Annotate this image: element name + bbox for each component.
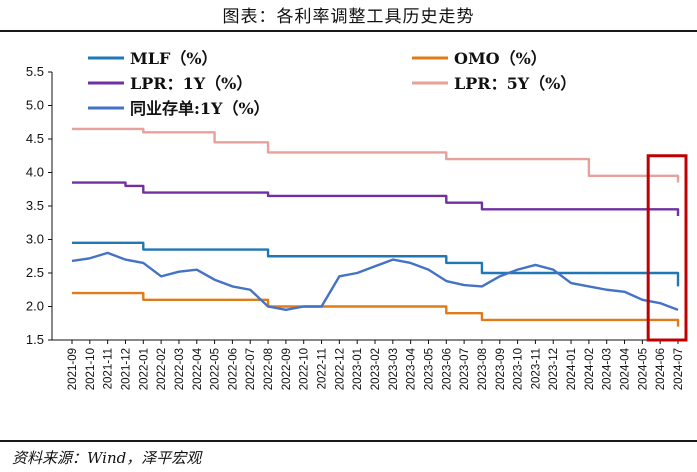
y-tick-label: 4.0 — [26, 165, 44, 180]
y-tick-label: 3.0 — [26, 232, 44, 247]
x-tick-label: 2024-04 — [620, 347, 632, 390]
x-tick-label: 2021-09 — [67, 348, 79, 390]
x-tick-label: 2021-10 — [85, 348, 97, 390]
x-tick-label: 2023-06 — [441, 348, 453, 390]
x-tick-label: 2022-07 — [245, 348, 257, 390]
x-tick-label: 2023-04 — [406, 347, 418, 390]
highlight-box — [646, 154, 688, 342]
x-tick-label: 2021-11 — [103, 348, 115, 389]
y-tick-label: 2.5 — [26, 265, 44, 280]
x-tick-label: 2024-06 — [655, 348, 667, 390]
x-tick-label: 2023-11 — [530, 348, 542, 389]
x-tick-label: 2023-07 — [459, 348, 471, 390]
x-tick-label: 2023-10 — [513, 348, 525, 390]
legend-label-1: OMO（%） — [454, 49, 547, 68]
x-tick-label: 2023-12 — [548, 348, 560, 390]
y-tick-label: 5.5 — [26, 64, 44, 79]
x-tick-label: 2023-03 — [388, 348, 400, 390]
series-line-4 — [71, 251, 679, 312]
legend-label-2: LPR：1Y（%） — [130, 74, 252, 93]
series-line-2 — [72, 181, 680, 217]
series-line-1 — [72, 291, 680, 327]
source-note: 资料来源：Wind，泽平宏观 — [12, 449, 202, 467]
y-tick-label: 1.5 — [26, 332, 44, 347]
x-tick-label: 2022-08 — [263, 348, 275, 390]
x-tick-label: 2021-12 — [120, 348, 132, 390]
legend-label-4: 同业存单:1Y（%） — [130, 99, 270, 118]
x-tick-label: 2024-01 — [566, 348, 578, 390]
top-rule — [0, 30, 697, 32]
y-tick-label: 4.5 — [26, 131, 44, 146]
bottom-rule — [0, 440, 697, 442]
x-tick-label: 2023-02 — [370, 348, 382, 390]
y-tick-label: 3.5 — [26, 198, 44, 213]
x-tick-label: 2022-12 — [334, 348, 346, 390]
x-tick-label: 2023-08 — [477, 348, 489, 390]
x-tick-label: 2022-01 — [138, 348, 150, 390]
x-tick-label: 2024-03 — [602, 348, 614, 390]
x-tick-label: 2023-05 — [423, 348, 435, 390]
legend-label-3: LPR：5Y（%） — [454, 74, 576, 93]
x-tick-label: 2022-06 — [227, 348, 239, 390]
x-tick-label: 2022-09 — [281, 348, 293, 390]
x-tick-label: 2022-11 — [317, 348, 329, 389]
x-tick-label: 2023-01 — [352, 348, 364, 390]
legend-label-0: MLF（%） — [130, 49, 218, 68]
y-tick-label: 2.0 — [26, 299, 44, 314]
x-tick-label: 2024-07 — [673, 348, 685, 390]
x-tick-label: 2022-05 — [210, 348, 222, 390]
chart-title: 图表：各利率调整工具历史走势 — [222, 7, 475, 27]
x-tick-label: 2022-04 — [192, 347, 204, 390]
x-tick-label: 2024-05 — [637, 348, 649, 390]
x-tick-label: 2022-03 — [174, 348, 186, 390]
y-tick-label: 5.0 — [26, 98, 44, 113]
x-tick-label: 2022-10 — [299, 348, 311, 390]
series-line-0 — [72, 241, 680, 287]
x-tick-label: 2023-09 — [495, 348, 507, 390]
x-tick-label: 2024-02 — [584, 348, 596, 390]
x-tick-label: 2022-02 — [156, 348, 168, 390]
series-line-3 — [72, 127, 680, 183]
